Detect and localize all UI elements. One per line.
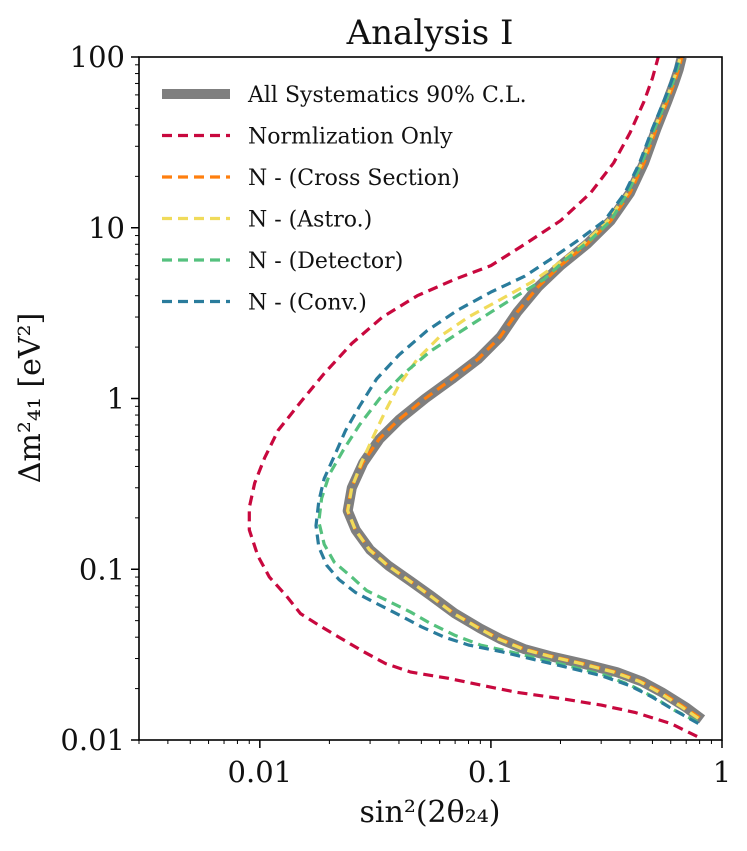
y-tick-label: 100 bbox=[70, 40, 125, 74]
legend-label-2: N - (Cross Section) bbox=[248, 166, 460, 191]
y-axis-label: Δm²₄₁ [eV²] bbox=[13, 313, 48, 484]
series-line-3 bbox=[346, 57, 700, 720]
x-tick-label: 0.1 bbox=[468, 755, 514, 789]
ticks-layer: 0.01 0.1 1 0.01 0.1 1 10 100 bbox=[60, 40, 731, 789]
chart-title: Analysis I bbox=[346, 13, 514, 53]
y-tick-label: 0.01 bbox=[60, 723, 125, 757]
legend-label-1: Normlization Only bbox=[248, 125, 453, 150]
x-tick-label: 1 bbox=[713, 755, 731, 789]
series-line-1 bbox=[247, 57, 698, 738]
legend: All Systematics 90% C.L. Normlization Onl… bbox=[162, 83, 527, 316]
x-axis-label: sin²(2θ₂₄) bbox=[360, 795, 501, 830]
legend-label-3: N - (Astro.) bbox=[248, 208, 372, 233]
x-tick-label: 0.01 bbox=[228, 755, 293, 789]
legend-label-4: N - (Detector) bbox=[248, 249, 403, 274]
y-tick-label: 1 bbox=[107, 382, 125, 416]
series-line-0 bbox=[342, 57, 706, 724]
y-tick-label: 0.1 bbox=[79, 552, 125, 586]
legend-label-5: N - (Conv.) bbox=[248, 291, 367, 316]
legend-label-0: All Systematics 90% C.L. bbox=[247, 83, 527, 108]
y-tick-label: 10 bbox=[88, 211, 125, 245]
series-line-5 bbox=[314, 57, 700, 725]
series-line-4 bbox=[317, 57, 698, 724]
series-layer bbox=[247, 57, 706, 738]
